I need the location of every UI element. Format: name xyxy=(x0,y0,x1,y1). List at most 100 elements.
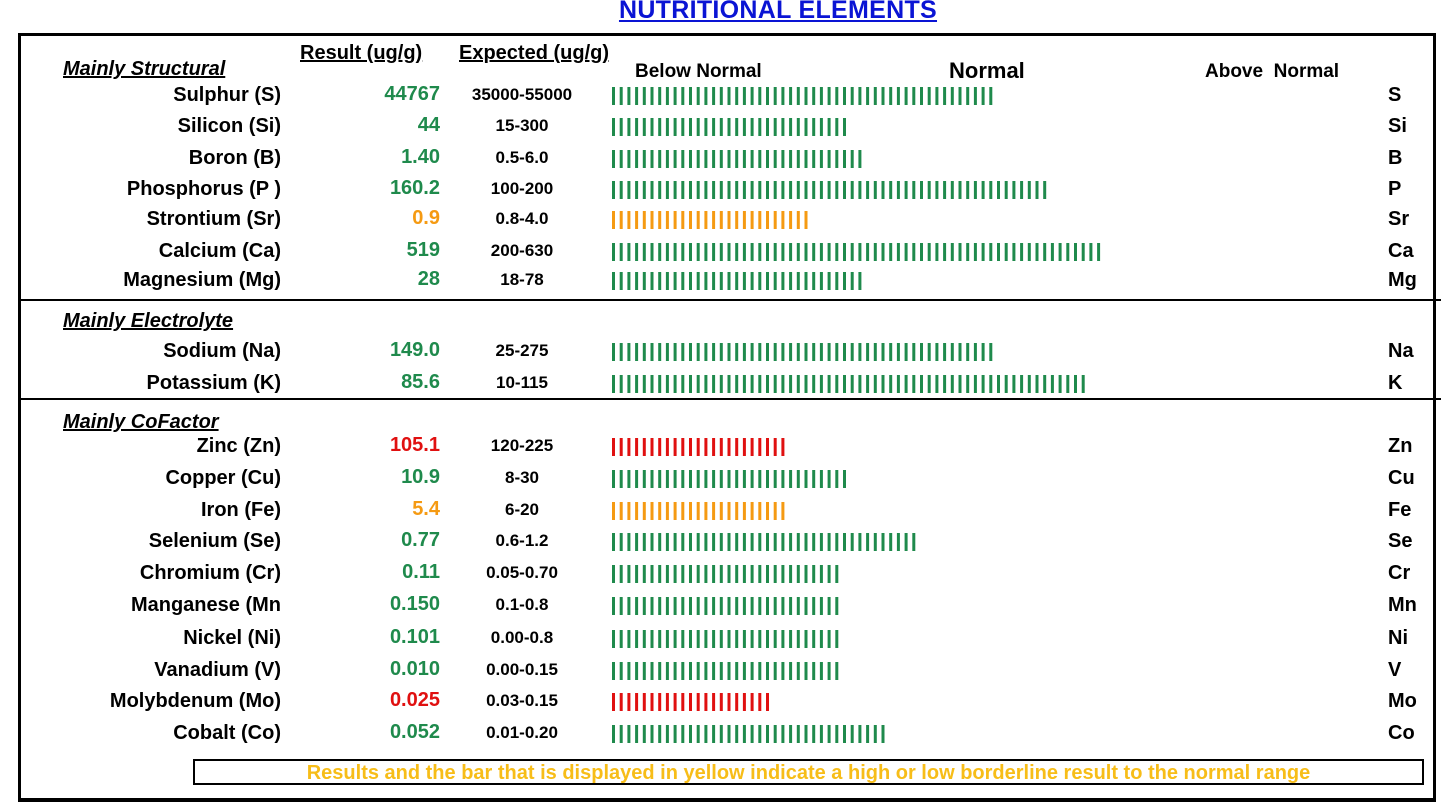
bar-tick xyxy=(650,438,654,456)
bar-tick xyxy=(642,150,646,168)
bar-tick xyxy=(650,693,654,711)
bar-tick xyxy=(673,693,677,711)
bar-tick xyxy=(665,118,669,136)
bar-tick xyxy=(843,375,846,393)
bar-tick xyxy=(843,87,846,105)
expected-column-header: Expected (ug/g) xyxy=(459,42,610,64)
bar-tick xyxy=(812,725,816,743)
bar-tick xyxy=(712,533,716,551)
bar-tick xyxy=(796,533,800,551)
bar-tick xyxy=(612,87,615,105)
bar-tick xyxy=(966,243,970,261)
bar-tick xyxy=(712,565,716,583)
bar-tick xyxy=(742,438,746,456)
bar-tick xyxy=(727,243,731,261)
bar-tick xyxy=(673,272,677,290)
bar-tick xyxy=(719,87,723,105)
bar-tick xyxy=(619,597,623,615)
bar-tick xyxy=(1074,375,1077,393)
bar-tick xyxy=(635,662,639,680)
bar-tick xyxy=(766,87,769,105)
bar-tick xyxy=(635,565,639,583)
bar-tick xyxy=(812,662,816,680)
bar-tick xyxy=(819,150,823,168)
bar-tick xyxy=(858,533,862,551)
table-row: Sodium (Na) 149.0 25-275 Na xyxy=(0,338,1456,368)
bar-tick xyxy=(912,533,916,551)
bar-tick xyxy=(704,118,708,136)
bar-tick xyxy=(612,725,615,743)
bar-tick xyxy=(866,243,870,261)
bar-tick xyxy=(742,243,746,261)
bar-tick xyxy=(881,181,885,199)
bar-tick xyxy=(904,533,908,551)
bar-tick xyxy=(658,693,662,711)
bar-tick xyxy=(727,597,731,615)
element-symbol: Na xyxy=(1388,340,1414,362)
bar-tick xyxy=(735,343,739,361)
bar-tick xyxy=(673,662,677,680)
bar-tick xyxy=(619,565,623,583)
bar-tick xyxy=(796,597,800,615)
section-divider xyxy=(21,398,1441,400)
bar-tick xyxy=(1004,181,1008,199)
bar-tick xyxy=(858,725,862,743)
bar-tick xyxy=(950,87,954,105)
bar-tick xyxy=(866,343,870,361)
element-name: Nickel (Ni) xyxy=(183,627,281,649)
table-row: Potassium (K) 85.6 10-115 K xyxy=(0,370,1456,400)
bar-tick xyxy=(812,630,816,648)
result-bar xyxy=(612,181,1047,199)
bar-tick xyxy=(912,181,916,199)
bar-tick xyxy=(673,630,677,648)
bar-tick xyxy=(858,181,862,199)
bar-tick xyxy=(881,87,885,105)
bar-tick xyxy=(843,272,846,290)
bar-tick xyxy=(681,211,685,229)
bar-tick xyxy=(712,630,716,648)
element-symbol: Mg xyxy=(1388,269,1417,291)
bar-tick xyxy=(1058,375,1062,393)
element-symbol: K xyxy=(1388,372,1403,394)
bar-tick xyxy=(735,725,739,743)
bar-tick xyxy=(712,150,716,168)
bar-tick xyxy=(758,565,762,583)
bar-tick xyxy=(619,533,623,551)
bar-tick xyxy=(742,725,746,743)
bar-tick xyxy=(943,375,947,393)
bar-tick xyxy=(950,243,954,261)
bar-tick xyxy=(904,243,908,261)
bar-tick xyxy=(812,118,816,136)
bar-tick xyxy=(827,87,831,105)
bar-tick xyxy=(766,438,769,456)
bar-tick xyxy=(627,662,631,680)
bar-tick xyxy=(789,87,793,105)
bar-tick xyxy=(681,438,685,456)
bar-tick xyxy=(804,87,808,105)
bar-tick xyxy=(650,565,654,583)
bar-tick xyxy=(735,565,739,583)
bar-tick xyxy=(827,243,831,261)
bar-tick xyxy=(673,565,677,583)
bar-tick xyxy=(973,375,977,393)
bar-tick xyxy=(804,150,808,168)
bar-tick xyxy=(750,533,754,551)
bar-tick xyxy=(619,630,623,648)
bar-tick xyxy=(804,725,808,743)
bar-tick xyxy=(650,118,654,136)
bar-tick xyxy=(758,725,762,743)
bar-tick xyxy=(719,211,723,229)
element-name: Selenium (Se) xyxy=(148,530,281,552)
bar-tick xyxy=(781,118,785,136)
bar-tick xyxy=(673,87,677,105)
bar-tick xyxy=(758,693,762,711)
bar-tick xyxy=(742,470,746,488)
bar-tick xyxy=(835,533,839,551)
bar-tick xyxy=(896,533,900,551)
bar-tick xyxy=(719,470,723,488)
result-bar xyxy=(612,150,862,168)
bar-tick xyxy=(766,725,769,743)
bar-tick xyxy=(681,533,685,551)
bar-tick xyxy=(727,502,731,520)
bar-tick xyxy=(704,375,708,393)
